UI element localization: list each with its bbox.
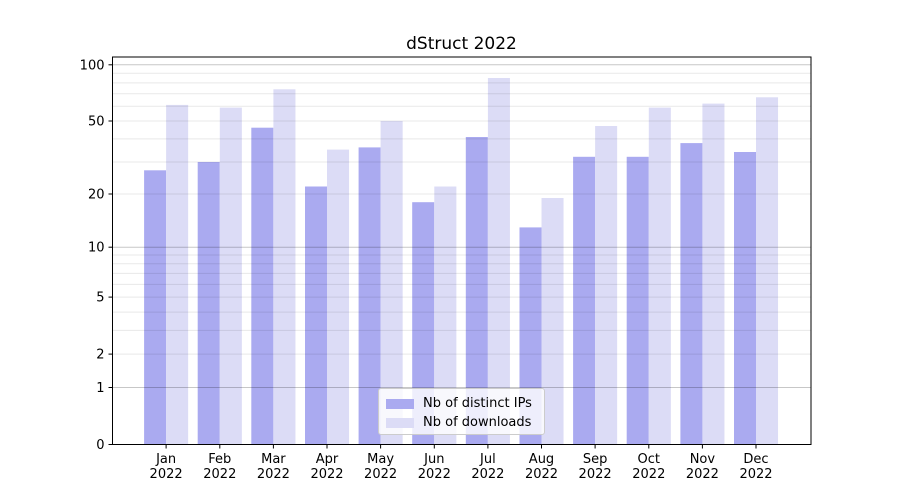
- x-tick-label-year: 2022: [579, 467, 612, 482]
- x-tick-label-month: Sep: [583, 452, 608, 467]
- x-tick-label-month: Aug: [529, 452, 554, 467]
- bar-downloads-dec: [756, 97, 779, 445]
- x-tick-label-year: 2022: [686, 467, 719, 482]
- x-tick-label-year: 2022: [310, 467, 343, 482]
- x-tick-label-month: Jul: [479, 452, 496, 467]
- bar-downloads-aug: [541, 198, 564, 445]
- x-tick-label-month: Feb: [208, 452, 231, 467]
- x-tick-label-month: Jun: [423, 452, 444, 467]
- x-tick-label-month: Nov: [690, 452, 716, 467]
- bar-distinct-ips-dec: [734, 152, 757, 445]
- y-tick-label: 1: [96, 381, 104, 396]
- bar-downloads-sep: [595, 126, 618, 445]
- bar-distinct-ips-jun: [412, 202, 435, 445]
- x-tick-label-year: 2022: [418, 467, 451, 482]
- y-tick-label: 10: [88, 241, 105, 256]
- bar-downloads-feb: [219, 107, 242, 445]
- x-tick-label-year: 2022: [739, 467, 772, 482]
- legend-label-downloads: Nb of downloads: [423, 415, 532, 430]
- bar-distinct-ips-jan: [144, 170, 167, 445]
- bar-downloads-jan: [166, 104, 189, 445]
- y-tick-label: 20: [88, 188, 105, 203]
- x-tick-label-month: Dec: [743, 452, 768, 467]
- legend: Nb of distinct IPs Nb of downloads: [378, 388, 545, 435]
- x-tick-label-year: 2022: [257, 467, 290, 482]
- bar-distinct-ips-mar: [251, 127, 274, 445]
- bar-downloads-oct: [648, 107, 671, 445]
- x-tick-label-year: 2022: [632, 467, 665, 482]
- legend-swatch-distinct-ips: [386, 398, 414, 409]
- bar-distinct-ips-nov: [680, 143, 703, 445]
- x-tick-label-year: 2022: [471, 467, 504, 482]
- plot-border: [112, 56, 812, 445]
- y-tick-label: 0: [96, 438, 104, 453]
- bar-distinct-ips-jul: [465, 137, 488, 445]
- x-tick-label-month: Mar: [261, 452, 286, 467]
- legend-item-downloads: Nb of downloads: [386, 413, 536, 432]
- legend-swatch-downloads: [386, 417, 414, 428]
- x-tick-label-month: May: [367, 452, 394, 467]
- legend-item-distinct-ips: Nb of distinct IPs: [386, 394, 536, 413]
- bar-downloads-apr: [327, 149, 350, 445]
- y-tick-label: 2: [96, 348, 104, 363]
- chart-title: dStruct 2022: [406, 34, 517, 54]
- bar-downloads-jul: [487, 78, 510, 445]
- x-tick-label-month: Jan: [155, 452, 176, 467]
- bar-distinct-ips-feb: [197, 162, 220, 445]
- y-tick-label: 100: [80, 58, 105, 73]
- bar-downloads-mar: [273, 89, 296, 445]
- x-tick-label-year: 2022: [525, 467, 558, 482]
- bar-distinct-ips-may: [358, 147, 381, 445]
- bar-downloads-may: [380, 121, 403, 445]
- legend-label-distinct-ips: Nb of distinct IPs: [423, 396, 532, 411]
- x-tick-label-year: 2022: [364, 467, 397, 482]
- bar-downloads-jun: [434, 186, 457, 445]
- x-tick-label-year: 2022: [150, 467, 183, 482]
- bar-distinct-ips-oct: [626, 156, 649, 445]
- y-tick-label: 50: [88, 115, 105, 130]
- y-tick-label: 5: [96, 291, 104, 306]
- bar-distinct-ips-apr: [305, 186, 328, 445]
- x-tick-label-month: Apr: [316, 452, 339, 467]
- x-tick-label-year: 2022: [203, 467, 236, 482]
- bar-distinct-ips-sep: [573, 156, 596, 445]
- bar-downloads-nov: [702, 103, 725, 445]
- x-tick-label-month: Oct: [638, 452, 660, 467]
